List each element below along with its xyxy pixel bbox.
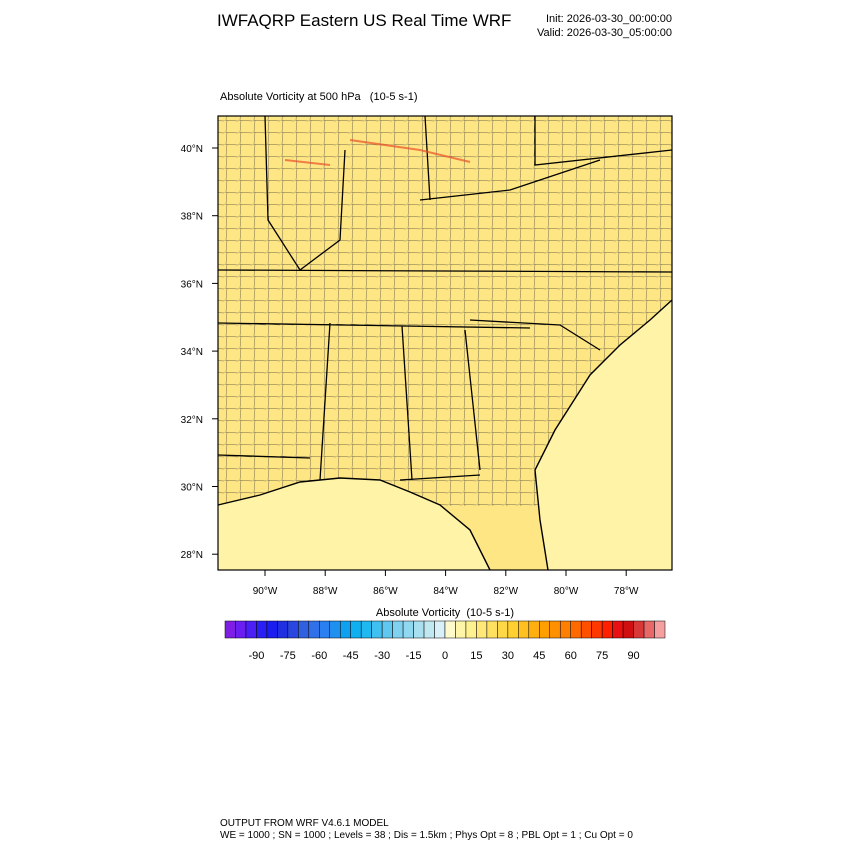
color-box [381,620,393,639]
colorbar-label: -45 [343,650,359,662]
color-box [371,620,383,639]
color-box [434,620,446,639]
lat-label: 32°N [181,415,203,426]
colorbar-label: 30 [502,650,514,662]
color-box [476,620,488,639]
map-subtitle: Absolute Vorticity at 500 hPa (10-5 s-1) [220,91,418,103]
map-frame [217,115,673,571]
color-box [402,620,414,639]
colorbar-label: -30 [374,650,390,662]
colorbar-label: -75 [280,650,296,662]
colorbar-title: Absolute Vorticity (10-5 s-1) [376,607,514,619]
color-box [308,620,320,639]
color-box [549,620,561,639]
lat-label: 38°N [181,212,203,223]
color-box [287,620,299,639]
lat-label: 36°N [181,279,203,290]
color-box [423,620,435,639]
color-box [622,620,634,639]
color-box [570,620,582,639]
lat-label: 30°N [181,483,203,494]
color-box [643,620,655,639]
title: IWFAQRP Eastern US Real Time WRF [217,11,511,30]
colorbar-label: 75 [596,650,608,662]
lon-label: 82°W [494,586,519,597]
lat-label: 40°N [181,144,203,155]
map-axes: 40°N 38°N 36°N 34°N 32°N 30°N 28°N 90°W 88°W 86°W… [181,144,639,597]
colorbar-label: -15 [406,650,422,662]
color-box [518,620,530,639]
color-box [350,620,362,639]
color-box [392,620,404,639]
footer-line: WE = 1000 ; SN = 1000 ; Levels = 38 ; Di… [220,830,633,841]
color-box [507,620,519,639]
lat-label: 28°N [181,550,203,561]
colorbar: -90 -75 -60 -45 -30 -15 0 15 30 45 60 75 90 [224,620,666,662]
lon-label: 78°W [614,586,639,597]
color-box [360,620,372,639]
color-box [245,620,257,639]
coastline [217,299,673,571]
color-box [528,620,540,639]
color-box [277,620,289,639]
colorbar-label: -90 [248,650,264,662]
color-box [580,620,592,639]
init-time: Init: 2026-03-30_00:00:00 [546,13,672,25]
colorbar-label: 90 [627,650,639,662]
color-box [539,620,551,639]
color-box [601,620,613,639]
colorbar-label: -60 [311,650,327,662]
vorticity-streak [284,139,471,166]
colorbar-label: 60 [565,650,577,662]
color-box [633,620,645,639]
lon-label: 86°W [373,586,398,597]
color-box [256,620,268,639]
valid-time: Valid: 2026-03-30_05:00:00 [537,27,672,39]
color-box [497,620,509,639]
atlantic [535,300,672,570]
color-box [319,620,331,639]
color-box [486,620,498,639]
color-box [455,620,467,639]
color-box [444,620,456,639]
colorbar-label: 15 [470,650,482,662]
color-box [266,620,278,639]
color-box [298,620,310,639]
colorbar-label: 45 [533,650,545,662]
footer-line: OUTPUT FROM WRF V4.6.1 MODEL [220,818,389,829]
state-borders [217,115,673,481]
lon-label: 88°W [313,586,338,597]
color-box [339,620,351,639]
lon-label: 90°W [253,586,278,597]
map [217,115,673,571]
color-box [235,620,247,639]
color-box [465,620,477,639]
lat-label: 34°N [181,347,203,358]
color-box [224,620,236,639]
color-box [329,620,341,639]
color-box [559,620,571,639]
gulf [218,478,490,570]
lon-label: 84°W [433,586,458,597]
color-box [591,620,603,639]
color-box [612,620,624,639]
color-box [413,620,425,639]
lon-label: 80°W [554,586,579,597]
colorbar-label: 0 [442,650,448,662]
color-box [654,620,666,639]
